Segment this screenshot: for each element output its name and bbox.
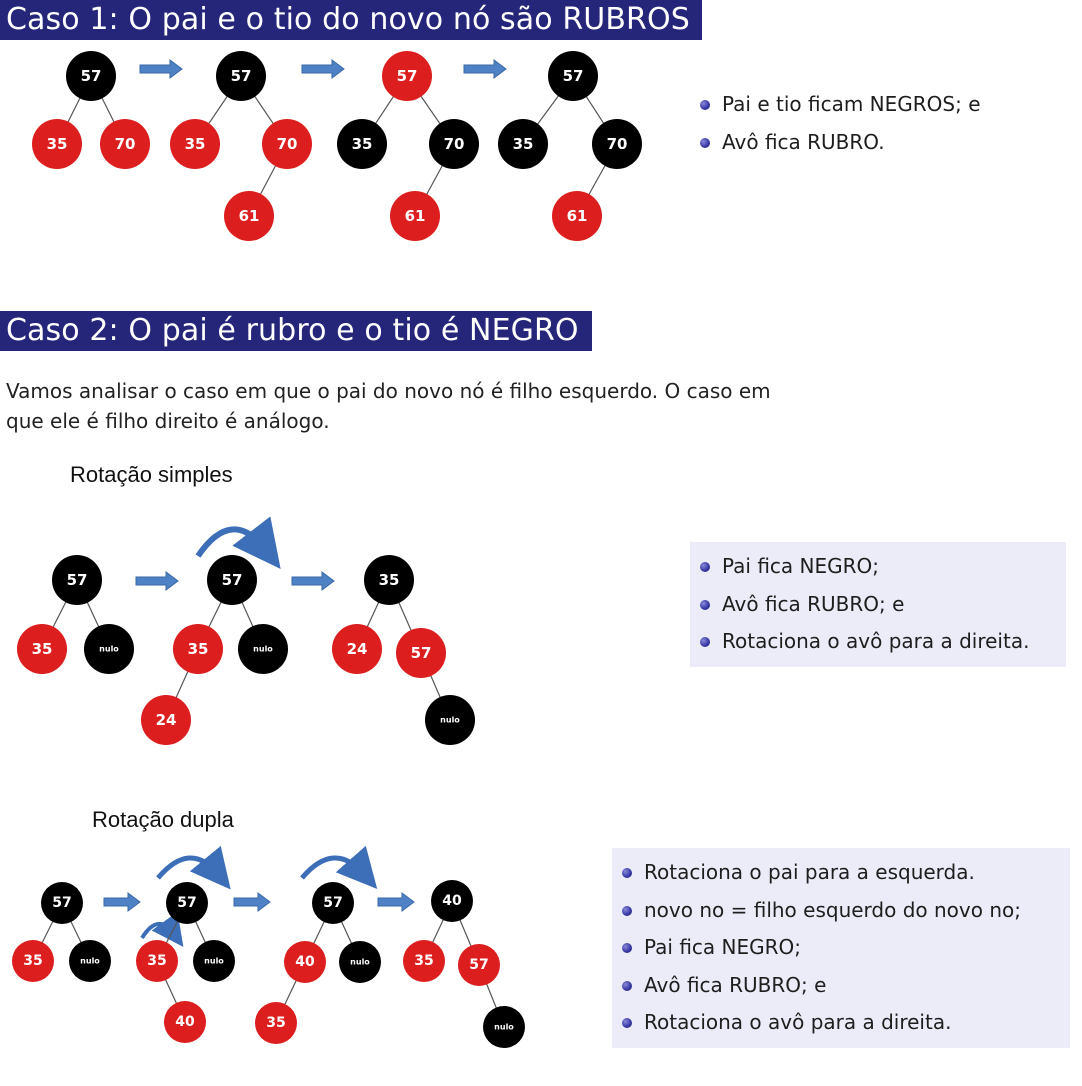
node-label: nulo	[350, 958, 370, 967]
node-label: nulo	[253, 645, 273, 654]
tree-node-red: 35	[403, 940, 445, 982]
tree-node-black: 40	[431, 880, 473, 922]
node-label: 57	[222, 571, 243, 589]
node-label: 35	[188, 640, 209, 658]
arrow-right-icon	[378, 893, 414, 911]
node-label: 40	[295, 954, 315, 970]
tree-node-black: nulo	[84, 624, 134, 674]
node-label: 35	[23, 953, 42, 969]
node-label: 40	[442, 893, 462, 909]
tree-node-black: nulo	[69, 940, 111, 982]
tree-node-black: 57	[207, 555, 257, 605]
tree-node-red: 61	[552, 191, 602, 241]
rotation-arrow-icon	[142, 924, 174, 938]
tree-node-red: 24	[141, 695, 191, 745]
tree-node-red: 35	[32, 119, 82, 169]
node-label: 57	[52, 895, 71, 911]
node-label: 35	[266, 1015, 285, 1031]
tree-node-black: 57	[166, 882, 208, 924]
tree-node-black: 57	[216, 51, 266, 101]
rotation-arrow-icon	[158, 858, 218, 878]
node-label: 57	[563, 67, 584, 85]
node-label: 70	[444, 135, 465, 153]
tree-node-red: 61	[390, 191, 440, 241]
tree-node-black: 35	[337, 119, 387, 169]
tree-node-black: 70	[429, 119, 479, 169]
tree-node-red: 57	[458, 944, 500, 986]
tree-node-red: 35	[136, 940, 178, 982]
tree-node-red: 40	[284, 941, 326, 983]
node-label: 57	[411, 644, 432, 662]
node-label: 35	[185, 135, 206, 153]
tree-node-red: 35	[17, 624, 67, 674]
node-label: 35	[352, 135, 373, 153]
node-label: nulo	[204, 957, 224, 966]
tree-node-red: 57	[396, 628, 446, 678]
tree-node-red: 40	[164, 1001, 206, 1043]
tree-node-black: nulo	[339, 941, 381, 983]
node-label: 57	[231, 67, 252, 85]
node-label: 61	[405, 207, 426, 225]
tree-node-red: 70	[262, 119, 312, 169]
rotation-arrow-icon	[302, 858, 364, 878]
node-label: 35	[147, 953, 166, 969]
node-label: 24	[347, 640, 368, 658]
node-label: 24	[156, 711, 177, 729]
tree-node-red: 35	[173, 624, 223, 674]
node-label: 35	[47, 135, 68, 153]
node-label: 57	[323, 895, 342, 911]
node-label: 57	[67, 571, 88, 589]
node-label: nulo	[494, 1023, 514, 1032]
node-label: nulo	[99, 645, 119, 654]
tree-node-black: 35	[364, 555, 414, 605]
tree-node-red: 35	[170, 119, 220, 169]
node-label: 70	[115, 135, 136, 153]
arrow-right-icon	[140, 60, 182, 78]
tree-node-black: 57	[312, 882, 354, 924]
node-label: 35	[513, 135, 534, 153]
arrow-right-icon	[292, 572, 334, 590]
node-label: 61	[567, 207, 588, 225]
node-label: 70	[607, 135, 628, 153]
transition-arrows	[104, 60, 506, 911]
node-label: 70	[277, 135, 298, 153]
tree-node-black: 70	[592, 119, 642, 169]
rotation-arrow-icon	[198, 529, 266, 556]
tree-node-red: 35	[12, 940, 54, 982]
arrow-right-icon	[464, 60, 506, 78]
node-label: 57	[469, 957, 488, 973]
node-label: nulo	[440, 716, 460, 725]
node-label: 57	[397, 67, 418, 85]
node-label: 57	[177, 895, 196, 911]
tree-node-black: 57	[41, 882, 83, 924]
tree-node-red: 35	[255, 1002, 297, 1044]
node-label: 35	[32, 640, 53, 658]
node-label: 40	[175, 1014, 195, 1030]
arrow-right-icon	[136, 572, 178, 590]
node-label: 35	[414, 953, 433, 969]
tree-node-red: 24	[332, 624, 382, 674]
tree-node-red: 57	[382, 51, 432, 101]
arrow-right-icon	[234, 893, 270, 911]
tree-node-black: nulo	[425, 695, 475, 745]
arrow-right-icon	[302, 60, 344, 78]
node-label: nulo	[80, 957, 100, 966]
tree-node-black: nulo	[238, 624, 288, 674]
tree-node-red: 61	[224, 191, 274, 241]
arrow-right-icon	[104, 893, 140, 911]
tree-node-black: nulo	[193, 940, 235, 982]
tree-node-black: 57	[52, 555, 102, 605]
tree-node-black: 57	[548, 51, 598, 101]
node-label: 57	[81, 67, 102, 85]
tree-node-red: 70	[100, 119, 150, 169]
tree-node-black: 35	[498, 119, 548, 169]
tree-node-black: 57	[66, 51, 116, 101]
tree-node-black: nulo	[483, 1006, 525, 1048]
node-label: 61	[239, 207, 260, 225]
node-label: 35	[379, 571, 400, 589]
